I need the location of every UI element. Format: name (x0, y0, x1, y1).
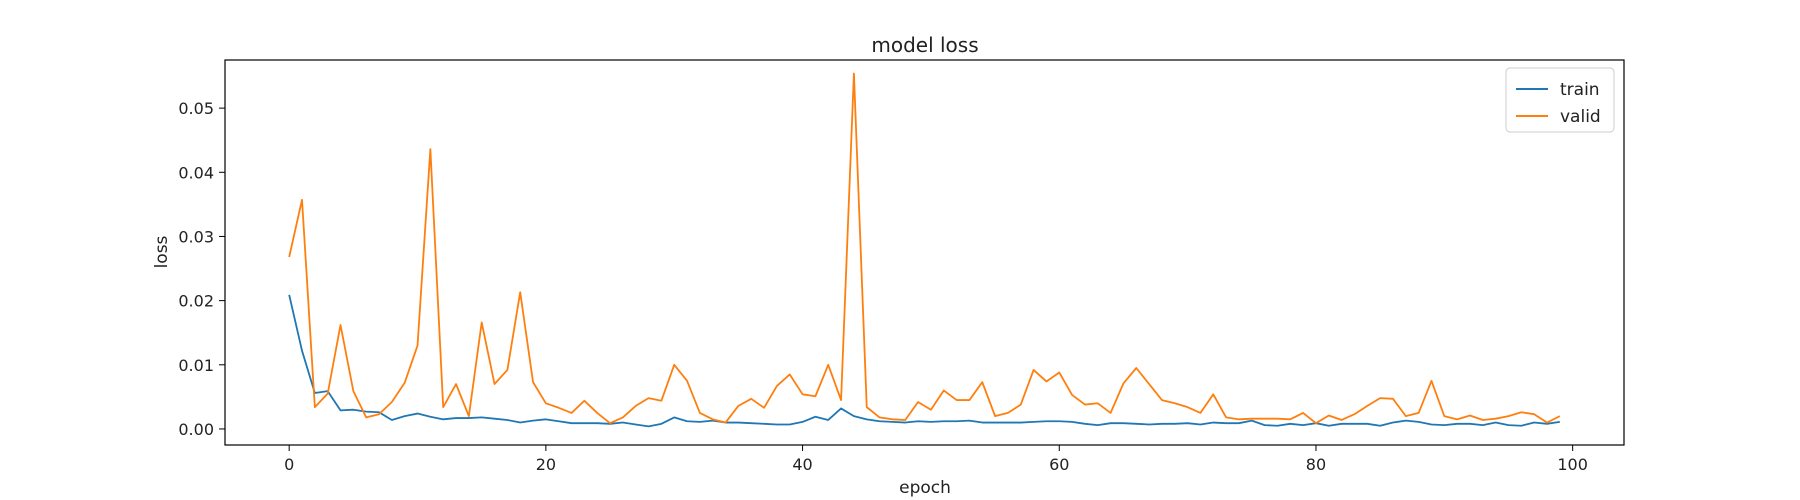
series-line-train (288, 294, 1560, 428)
y-tick-label: 0.05 (178, 99, 214, 118)
y-tick-label: 0.03 (178, 227, 214, 246)
x-axis: 0 20 40 60 80 100 (284, 445, 1588, 474)
legend: train valid (1505, 67, 1615, 133)
y-axis: 0.00 0.01 0.02 0.03 0.04 0.05 (178, 99, 225, 439)
legend-label-train: train (1560, 80, 1600, 100)
x-tick-label: 20 (536, 455, 556, 474)
x-tick-label: 40 (792, 455, 812, 474)
y-axis-label: loss (152, 235, 172, 268)
legend-label-valid: valid (1560, 107, 1601, 127)
x-tick-label: 100 (1557, 455, 1588, 474)
y-tick-label: 0.00 (178, 420, 214, 439)
series-lines (288, 72, 1561, 428)
series-line-valid (288, 72, 1561, 425)
x-tick-label: 60 (1049, 455, 1069, 474)
y-tick-label: 0.01 (178, 356, 214, 375)
plot-area-frame (224, 59, 1625, 446)
chart-title: model loss (871, 33, 978, 57)
y-tick-label: 0.02 (178, 292, 214, 311)
x-tick-label: 0 (284, 455, 294, 474)
y-tick-label: 0.04 (178, 163, 214, 182)
x-tick-label: 80 (1306, 455, 1326, 474)
x-axis-label: epoch (899, 478, 951, 498)
